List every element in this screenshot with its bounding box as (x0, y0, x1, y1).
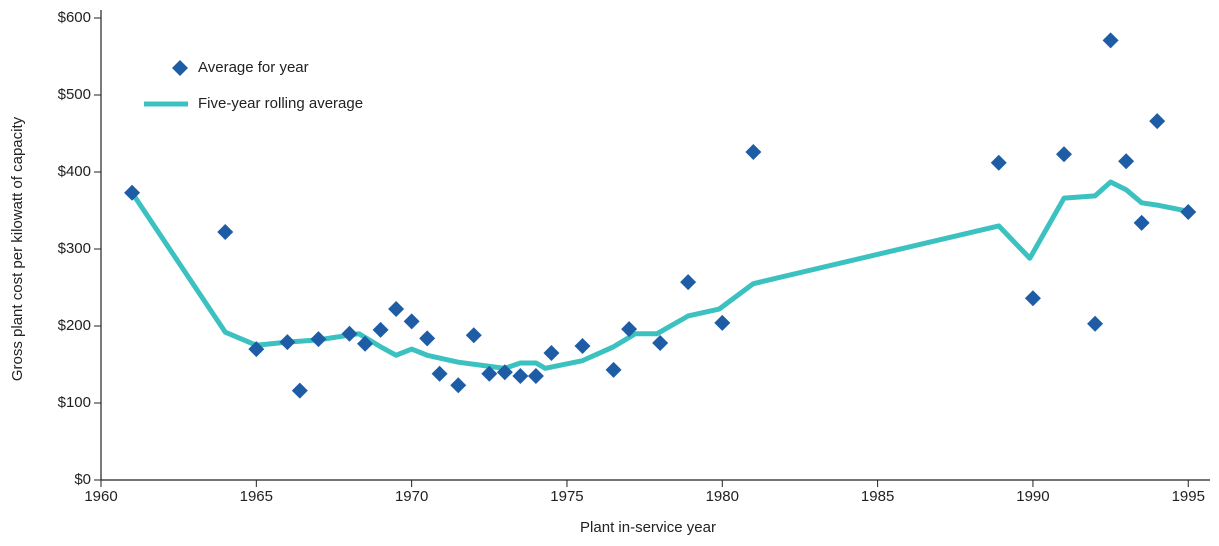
y-axis-label: Gross plant cost per kilowatt of capacit… (9, 116, 26, 381)
data-point (1180, 204, 1197, 221)
data-point (1118, 153, 1135, 170)
data-point (1133, 214, 1150, 231)
data-point (357, 335, 374, 352)
x-axis-label: Plant in-service year (580, 519, 716, 536)
x-tick-label: 1990 (1016, 488, 1049, 505)
data-point (574, 338, 591, 355)
data-point (481, 365, 498, 382)
x-tick-label: 1960 (84, 488, 117, 505)
data-point (543, 344, 560, 361)
data-point (279, 334, 296, 351)
x-tick-label: 1965 (240, 488, 273, 505)
data-point (403, 313, 420, 330)
y-tick-label: $500 (58, 86, 91, 103)
y-tick-label: $100 (58, 394, 91, 411)
x-tick-label: 1975 (550, 488, 583, 505)
x-tick-label: 1980 (706, 488, 739, 505)
y-tick-label: $600 (58, 9, 91, 26)
data-point (291, 382, 308, 399)
data-point (465, 327, 482, 344)
data-point (1149, 113, 1166, 130)
data-point (512, 368, 529, 385)
data-point (124, 184, 141, 201)
data-point (419, 330, 436, 347)
y-tick-label: $200 (58, 317, 91, 334)
data-point (1024, 290, 1041, 307)
x-tick-label: 1970 (395, 488, 428, 505)
data-point (1055, 146, 1072, 163)
data-point (341, 325, 358, 342)
data-point (652, 334, 669, 351)
data-point (431, 365, 448, 382)
data-point (745, 143, 762, 160)
data-point (680, 274, 697, 291)
data-point (527, 368, 544, 385)
data-point (450, 377, 467, 394)
data-point (605, 361, 622, 378)
legend-label: Five-year rolling average (198, 95, 363, 112)
y-tick-label: $400 (58, 163, 91, 180)
data-point (372, 321, 389, 338)
legend-marker (172, 60, 188, 76)
x-tick-label: 1995 (1172, 488, 1205, 505)
data-point (1102, 32, 1119, 49)
data-point (496, 364, 513, 381)
y-tick-label: $0 (74, 471, 91, 488)
data-point (310, 331, 327, 348)
data-point (217, 224, 234, 241)
rolling-average-line (129, 179, 1189, 371)
data-point (248, 341, 265, 358)
legend-label: Average for year (198, 59, 309, 76)
data-point (1087, 315, 1104, 332)
data-point (990, 154, 1007, 171)
data-point (621, 321, 638, 338)
x-tick-label: 1985 (861, 488, 894, 505)
data-point (388, 301, 405, 318)
y-tick-label: $300 (58, 240, 91, 257)
data-point (714, 314, 731, 331)
